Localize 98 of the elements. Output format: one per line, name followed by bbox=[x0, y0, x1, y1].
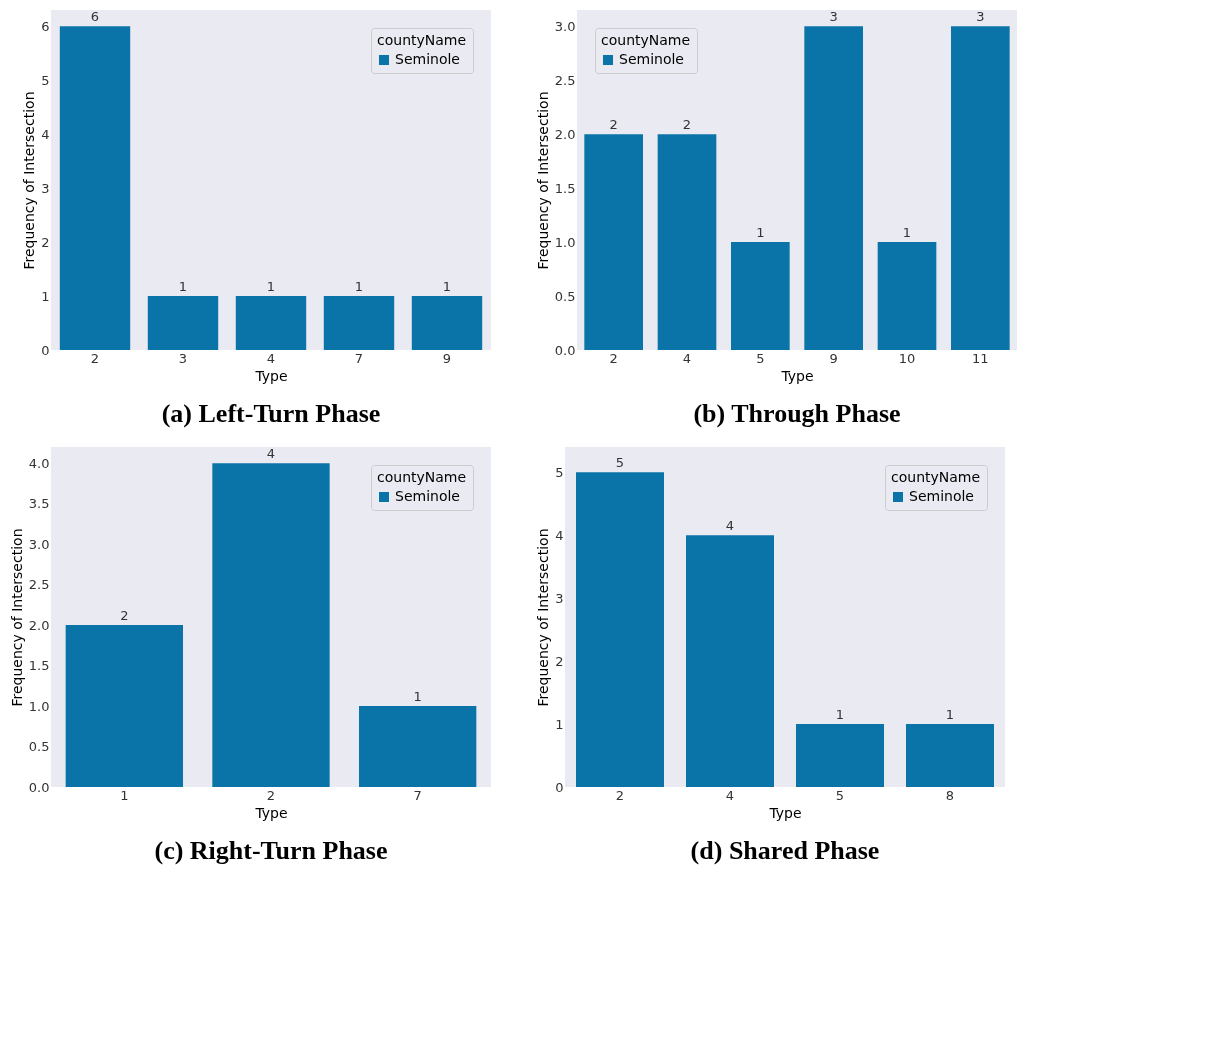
data-label: 3 bbox=[829, 9, 838, 25]
data-label: 6 bbox=[90, 9, 100, 25]
y-axis-title: Frequency of Intersection bbox=[8, 528, 25, 707]
y-tick-label: 0.5 bbox=[28, 739, 50, 755]
legend-title: countyName bbox=[601, 32, 691, 48]
y-tick-label: 1 bbox=[555, 716, 564, 732]
bar bbox=[804, 26, 863, 350]
x-tick-label: 4 bbox=[266, 350, 276, 366]
legend-title: countyName bbox=[377, 469, 467, 485]
x-axis-title: Type bbox=[254, 367, 288, 384]
y-tick-label: 2.5 bbox=[554, 72, 576, 88]
legend-title: countyName bbox=[891, 469, 981, 485]
bar bbox=[657, 134, 717, 350]
y-tick-label: 2.5 bbox=[28, 577, 50, 593]
data-label: 4 bbox=[266, 446, 276, 462]
y-tick-label: 6 bbox=[41, 18, 50, 34]
x-tick-label: 2 bbox=[615, 787, 625, 803]
y-tick-label: 0.0 bbox=[28, 779, 50, 795]
data-label: 1 bbox=[266, 279, 276, 295]
y-axis-title: Frequency of Intersection bbox=[21, 91, 38, 270]
x-tick-label: 2 bbox=[266, 787, 276, 803]
data-label: 5 bbox=[615, 455, 625, 471]
x-tick-label: 1 bbox=[120, 787, 129, 803]
x-axis-title: Type bbox=[254, 804, 288, 821]
y-tick-label: 2.0 bbox=[554, 126, 576, 142]
y-tick-label: 5 bbox=[41, 72, 50, 88]
data-label: 4 bbox=[725, 518, 735, 534]
y-tick-label: 2.0 bbox=[28, 617, 50, 633]
data-label: 1 bbox=[756, 225, 765, 241]
x-tick-label: 4 bbox=[725, 787, 735, 803]
x-tick-label: 8 bbox=[945, 787, 955, 803]
bar bbox=[951, 26, 1010, 350]
data-label: 1 bbox=[442, 279, 452, 295]
legend-label: Seminole bbox=[909, 488, 974, 504]
bar bbox=[906, 724, 994, 787]
y-tick-label: 4 bbox=[555, 527, 564, 543]
y-tick-label: 0 bbox=[555, 779, 564, 795]
data-label: 1 bbox=[945, 707, 955, 723]
bar bbox=[584, 134, 643, 350]
y-tick-label: 3 bbox=[41, 180, 50, 196]
y-tick-label: 3.0 bbox=[28, 536, 50, 552]
bar bbox=[686, 535, 774, 787]
data-label: 2 bbox=[609, 117, 618, 133]
bar bbox=[877, 242, 937, 350]
y-tick-label: 0.0 bbox=[554, 342, 576, 358]
data-label: 1 bbox=[413, 689, 422, 705]
y-axis-title: Frequency of Intersection bbox=[534, 91, 551, 270]
data-label: 2 bbox=[120, 608, 129, 624]
bar bbox=[731, 242, 790, 350]
x-tick-label: 9 bbox=[829, 350, 838, 366]
text: (b) Through Phase bbox=[693, 399, 901, 428]
y-tick-label: 2 bbox=[555, 653, 564, 669]
y-tick-label: 0 bbox=[41, 342, 50, 358]
bar bbox=[576, 472, 664, 787]
y-tick-label: 1.5 bbox=[28, 658, 50, 674]
text: (a) Left-Turn Phase bbox=[161, 399, 381, 428]
y-tick-label: 3.0 bbox=[554, 18, 576, 34]
bar bbox=[796, 724, 884, 787]
y-tick-label: 1.5 bbox=[554, 180, 576, 196]
x-tick-label: 11 bbox=[972, 350, 989, 366]
legend-title: countyName bbox=[377, 32, 467, 48]
y-tick-label: 3 bbox=[555, 590, 564, 606]
x-axis-title: Type bbox=[768, 804, 802, 821]
y-tick-label: 2 bbox=[41, 234, 50, 250]
y-tick-label: 1.0 bbox=[28, 698, 50, 714]
x-tick-label: 4 bbox=[682, 350, 692, 366]
y-tick-label: 4 bbox=[41, 126, 50, 142]
text: (d) Shared Phase bbox=[690, 836, 880, 865]
bar bbox=[65, 625, 183, 787]
bar bbox=[212, 463, 330, 787]
x-tick-label: 10 bbox=[898, 350, 916, 366]
x-tick-label: 9 bbox=[442, 350, 452, 366]
x-tick-label: 5 bbox=[835, 787, 845, 803]
legend-label: Seminole bbox=[395, 51, 460, 67]
x-tick-label: 7 bbox=[354, 350, 364, 366]
bar bbox=[359, 706, 477, 787]
data-label: 3 bbox=[976, 9, 985, 25]
legend-label: Seminole bbox=[619, 51, 684, 67]
data-label: 1 bbox=[902, 225, 912, 241]
x-axis-title: Type bbox=[780, 367, 814, 384]
data-label: 2 bbox=[682, 117, 692, 133]
y-tick-label: 1 bbox=[41, 288, 50, 304]
y-tick-label: 0.5 bbox=[554, 288, 576, 304]
y-tick-label: 3.5 bbox=[28, 496, 50, 512]
data-label: 1 bbox=[178, 279, 188, 295]
y-tick-label: 5 bbox=[555, 464, 564, 480]
data-label: 1 bbox=[354, 279, 364, 295]
data-label: 1 bbox=[835, 707, 845, 723]
legend-label: Seminole bbox=[395, 488, 460, 504]
x-tick-label: 5 bbox=[756, 350, 765, 366]
y-tick-label: 1.0 bbox=[554, 234, 576, 250]
y-axis-title: Frequency of Intersection bbox=[535, 528, 552, 707]
text: (c) Right-Turn Phase bbox=[154, 836, 388, 865]
x-tick-label: 7 bbox=[413, 787, 422, 803]
x-tick-label: 3 bbox=[178, 350, 188, 366]
x-tick-label: 2 bbox=[90, 350, 100, 366]
x-tick-label: 2 bbox=[609, 350, 618, 366]
y-tick-label: 4.0 bbox=[28, 455, 50, 471]
